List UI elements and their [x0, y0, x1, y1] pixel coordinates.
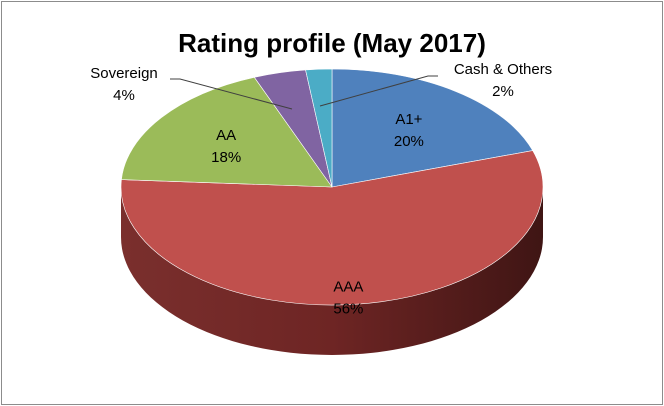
- pie-slices: [120, 68, 544, 306]
- pie-sides: [121, 187, 543, 355]
- slice-aa: [121, 76, 333, 188]
- slice-value-cash-others: 2%: [492, 83, 514, 100]
- slice-value-sovereign: 4%: [113, 87, 135, 104]
- slice-side-aaa: [121, 187, 543, 355]
- slice-label-cash-others: Cash & Others: [454, 61, 552, 78]
- slice-label-aaa: AAA: [333, 279, 363, 296]
- chart-title: Rating profile (May 2017): [178, 28, 486, 58]
- slice-a1-: [331, 68, 534, 188]
- leader-line: [170, 78, 293, 110]
- slice-label-sovereign: Sovereign: [90, 65, 158, 82]
- leader-line: [319, 75, 438, 107]
- slice-aaa: [120, 150, 544, 306]
- slice-value-a1-: 20%: [394, 133, 424, 150]
- slice-value-aa: 18%: [211, 149, 241, 166]
- slice-value-aaa: 56%: [333, 301, 363, 318]
- slice-label-aa: AA: [216, 127, 236, 144]
- leader-lines: [170, 75, 438, 110]
- slice-cash-others: [305, 68, 333, 188]
- slice-label-a1-: A1+: [395, 111, 422, 128]
- data-labels: A1+ 20% AAA 56% AA 18% Sovereign 4% Cash & Other…: [90, 61, 552, 318]
